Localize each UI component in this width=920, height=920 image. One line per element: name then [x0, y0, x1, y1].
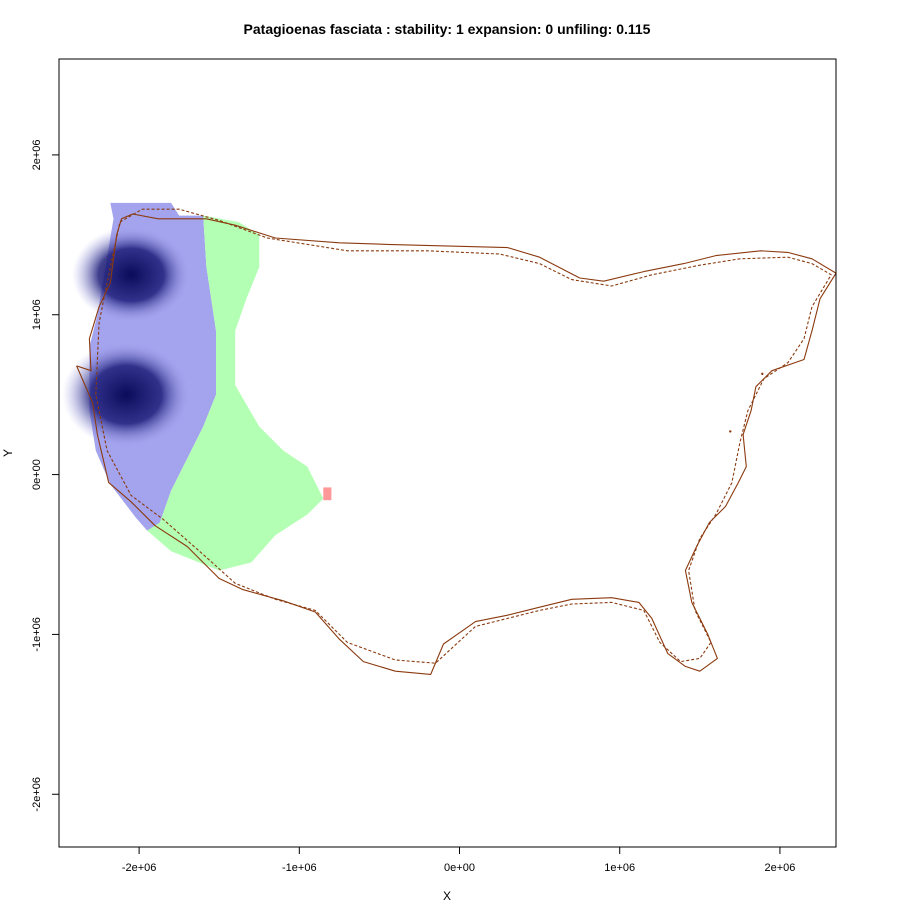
chart-title: Patagioenas fasciata : stability: 1 expa… — [244, 21, 651, 37]
boundary-lines — [76, 208, 836, 675]
expansion-area — [323, 487, 332, 501]
x-tick-label: 2e+06 — [764, 862, 795, 874]
x-tick-label: 1e+06 — [604, 862, 635, 874]
y-tick-label: -1e+06 — [31, 617, 43, 652]
x-tick-label: -1e+06 — [282, 862, 317, 874]
y-axis: -2e+06 -1e+06 0e+00 1e+06 2e+06 — [31, 139, 60, 812]
point-marks — [729, 372, 764, 433]
x-axis: -2e+06 -1e+06 0e+00 1e+06 2e+06 — [122, 846, 795, 874]
y-tick-label: -2e+06 — [31, 777, 43, 812]
x-tick-label: 0e+00 — [444, 862, 475, 874]
reference-boundary-line — [95, 208, 832, 664]
study-area-line — [76, 213, 836, 675]
raster-layers — [62, 202, 332, 571]
stability-core-south-area — [62, 341, 191, 448]
x-tick-label: -2e+06 — [122, 862, 157, 874]
point-1 — [761, 372, 764, 376]
unfilling-area — [147, 215, 324, 571]
x-axis-label: X — [443, 889, 451, 903]
y-tick-label: 1e+06 — [31, 299, 43, 330]
point-0 — [729, 430, 732, 433]
y-tick-label: 0e+00 — [31, 459, 43, 490]
y-tick-label: 2e+06 — [31, 139, 43, 170]
y-axis-label: Y — [1, 449, 15, 457]
stability-core-north-area — [71, 226, 191, 323]
